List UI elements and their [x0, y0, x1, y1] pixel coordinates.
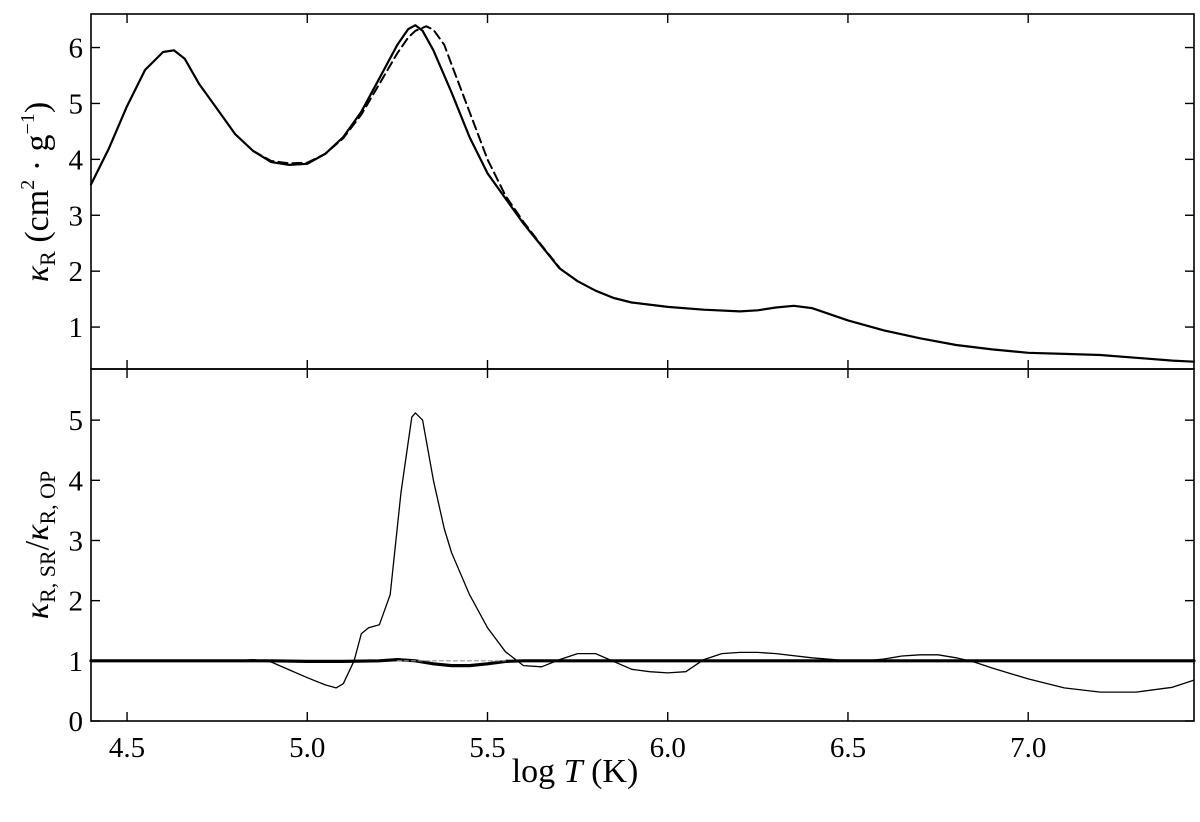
top-plot-frame: [90, 13, 1195, 370]
bottom-y-tick-label: 5: [69, 405, 84, 437]
x-tick-label: 5.0: [289, 732, 325, 764]
x-tick-label: 7.0: [1010, 732, 1046, 764]
bottom-series: [89, 412, 1196, 693]
top-y-tick-label: 1: [69, 312, 84, 344]
x-tick-label: 4.5: [109, 732, 145, 764]
bottom-y-tick-label: 2: [69, 586, 84, 618]
top-y-tick-label: 5: [69, 88, 84, 120]
bottom-y-tick-label: 4: [69, 465, 84, 497]
top-solid-line: [89, 24, 1196, 363]
top-y-tick-label: 4: [69, 144, 84, 176]
top-y-tick-label: 3: [69, 200, 84, 232]
bottom-y-tick-label: 1: [69, 646, 84, 678]
top-y-axis-label: κR (cm2 · g−1): [17, 102, 60, 282]
bottom-thick-line: [89, 657, 1196, 668]
top-y-tick-label: 2: [69, 256, 84, 288]
x-tick-label: 5.5: [469, 732, 505, 764]
bottom-y-tick-label: 3: [69, 525, 84, 557]
bottom-y-tick-label: 0: [69, 706, 84, 738]
top-y-tick-label: 6: [69, 33, 84, 65]
top-dashed-line: [252, 25, 561, 269]
top-series: [89, 24, 1196, 363]
x-tick-label: 6.5: [830, 732, 866, 764]
top-ticks: 1 2 3 4 5 6: [69, 14, 1194, 369]
x-axis-label: log T (K): [512, 753, 639, 790]
bottom-thin-line: [90, 412, 1195, 693]
x-tick-label: 6.0: [650, 732, 686, 764]
bottom-plot-frame: [90, 368, 1195, 722]
bottom-ticks: 4.5 5.0 5.5 6.0 6.5 7.0 0 1 2 3 4 5: [69, 369, 1194, 764]
bottom-y-axis-label: κR, SR/κR, OP: [19, 471, 60, 620]
